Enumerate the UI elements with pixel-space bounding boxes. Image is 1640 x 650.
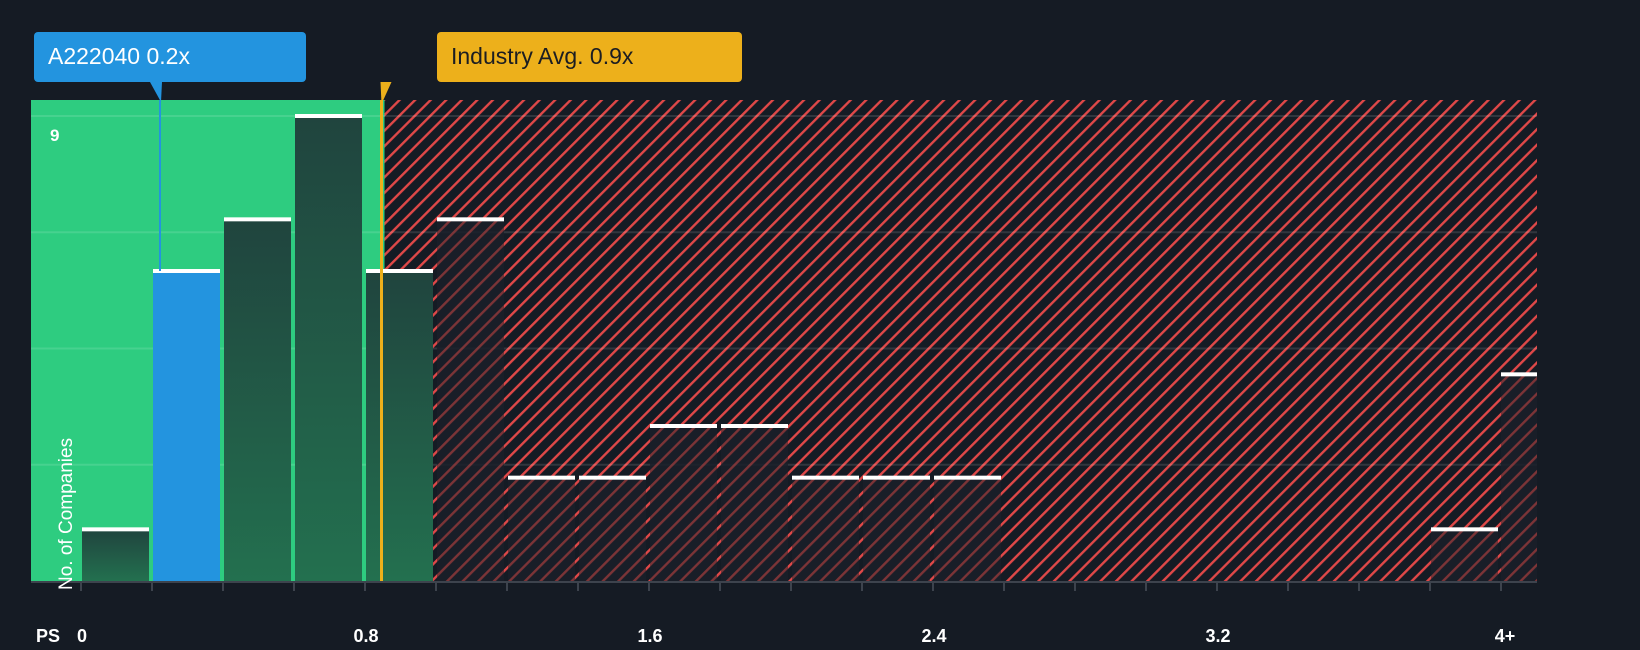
bar-cap xyxy=(437,217,504,222)
x-tick-label: 3.2 xyxy=(1205,626,1231,646)
bar-cap xyxy=(1501,372,1537,377)
industry-avg-callout: Industry Avg. 0.9x xyxy=(437,32,742,82)
bar-cap xyxy=(153,269,220,273)
bar-cap xyxy=(1431,527,1498,532)
bar-cap xyxy=(792,475,859,480)
x-axis xyxy=(31,581,1537,591)
bar-cap xyxy=(82,527,149,532)
histogram-bar xyxy=(82,529,149,581)
marker-lines xyxy=(150,82,392,581)
bar-cap xyxy=(650,424,717,428)
histogram-bar xyxy=(863,477,930,581)
bar-cap xyxy=(721,424,788,428)
histogram-bar xyxy=(224,219,291,582)
industry-callout-pointer xyxy=(380,82,392,104)
histogram-bar xyxy=(1431,529,1498,581)
x-tick-label: 0 xyxy=(76,626,88,646)
histogram-bar xyxy=(295,116,362,581)
histogram-bar xyxy=(934,477,1001,581)
highlighted-bar xyxy=(153,271,220,581)
histogram-bar xyxy=(650,426,717,581)
x-tick-label: 4+ xyxy=(1494,626,1516,646)
x-tick-label: 2.4 xyxy=(921,626,947,646)
histogram-bars xyxy=(82,114,1537,582)
bar-cap xyxy=(508,475,575,480)
histogram-bar xyxy=(721,426,788,581)
x-axis-title: PS xyxy=(36,626,61,646)
histogram-bar xyxy=(1501,374,1537,581)
bar-cap xyxy=(863,475,930,480)
bar-cap xyxy=(579,475,646,480)
x-tick-label: 1.6 xyxy=(637,626,663,646)
bar-cap xyxy=(366,269,433,273)
y-max-tick-label: 9 xyxy=(50,126,60,145)
bar-cap xyxy=(224,217,291,222)
histogram-bar xyxy=(792,477,859,581)
bar-cap xyxy=(934,475,1001,480)
y-axis-title: No. of Companies xyxy=(56,437,77,590)
x-tick-label: 0.8 xyxy=(353,626,379,646)
histogram-bar xyxy=(508,477,575,581)
histogram-bar xyxy=(579,477,646,581)
company-callout-pointer xyxy=(150,82,162,102)
bar-cap xyxy=(295,114,362,118)
histogram-bar xyxy=(437,219,504,582)
company-ps-callout: A222040 0.2x xyxy=(34,32,306,82)
histogram-bar xyxy=(366,271,433,581)
